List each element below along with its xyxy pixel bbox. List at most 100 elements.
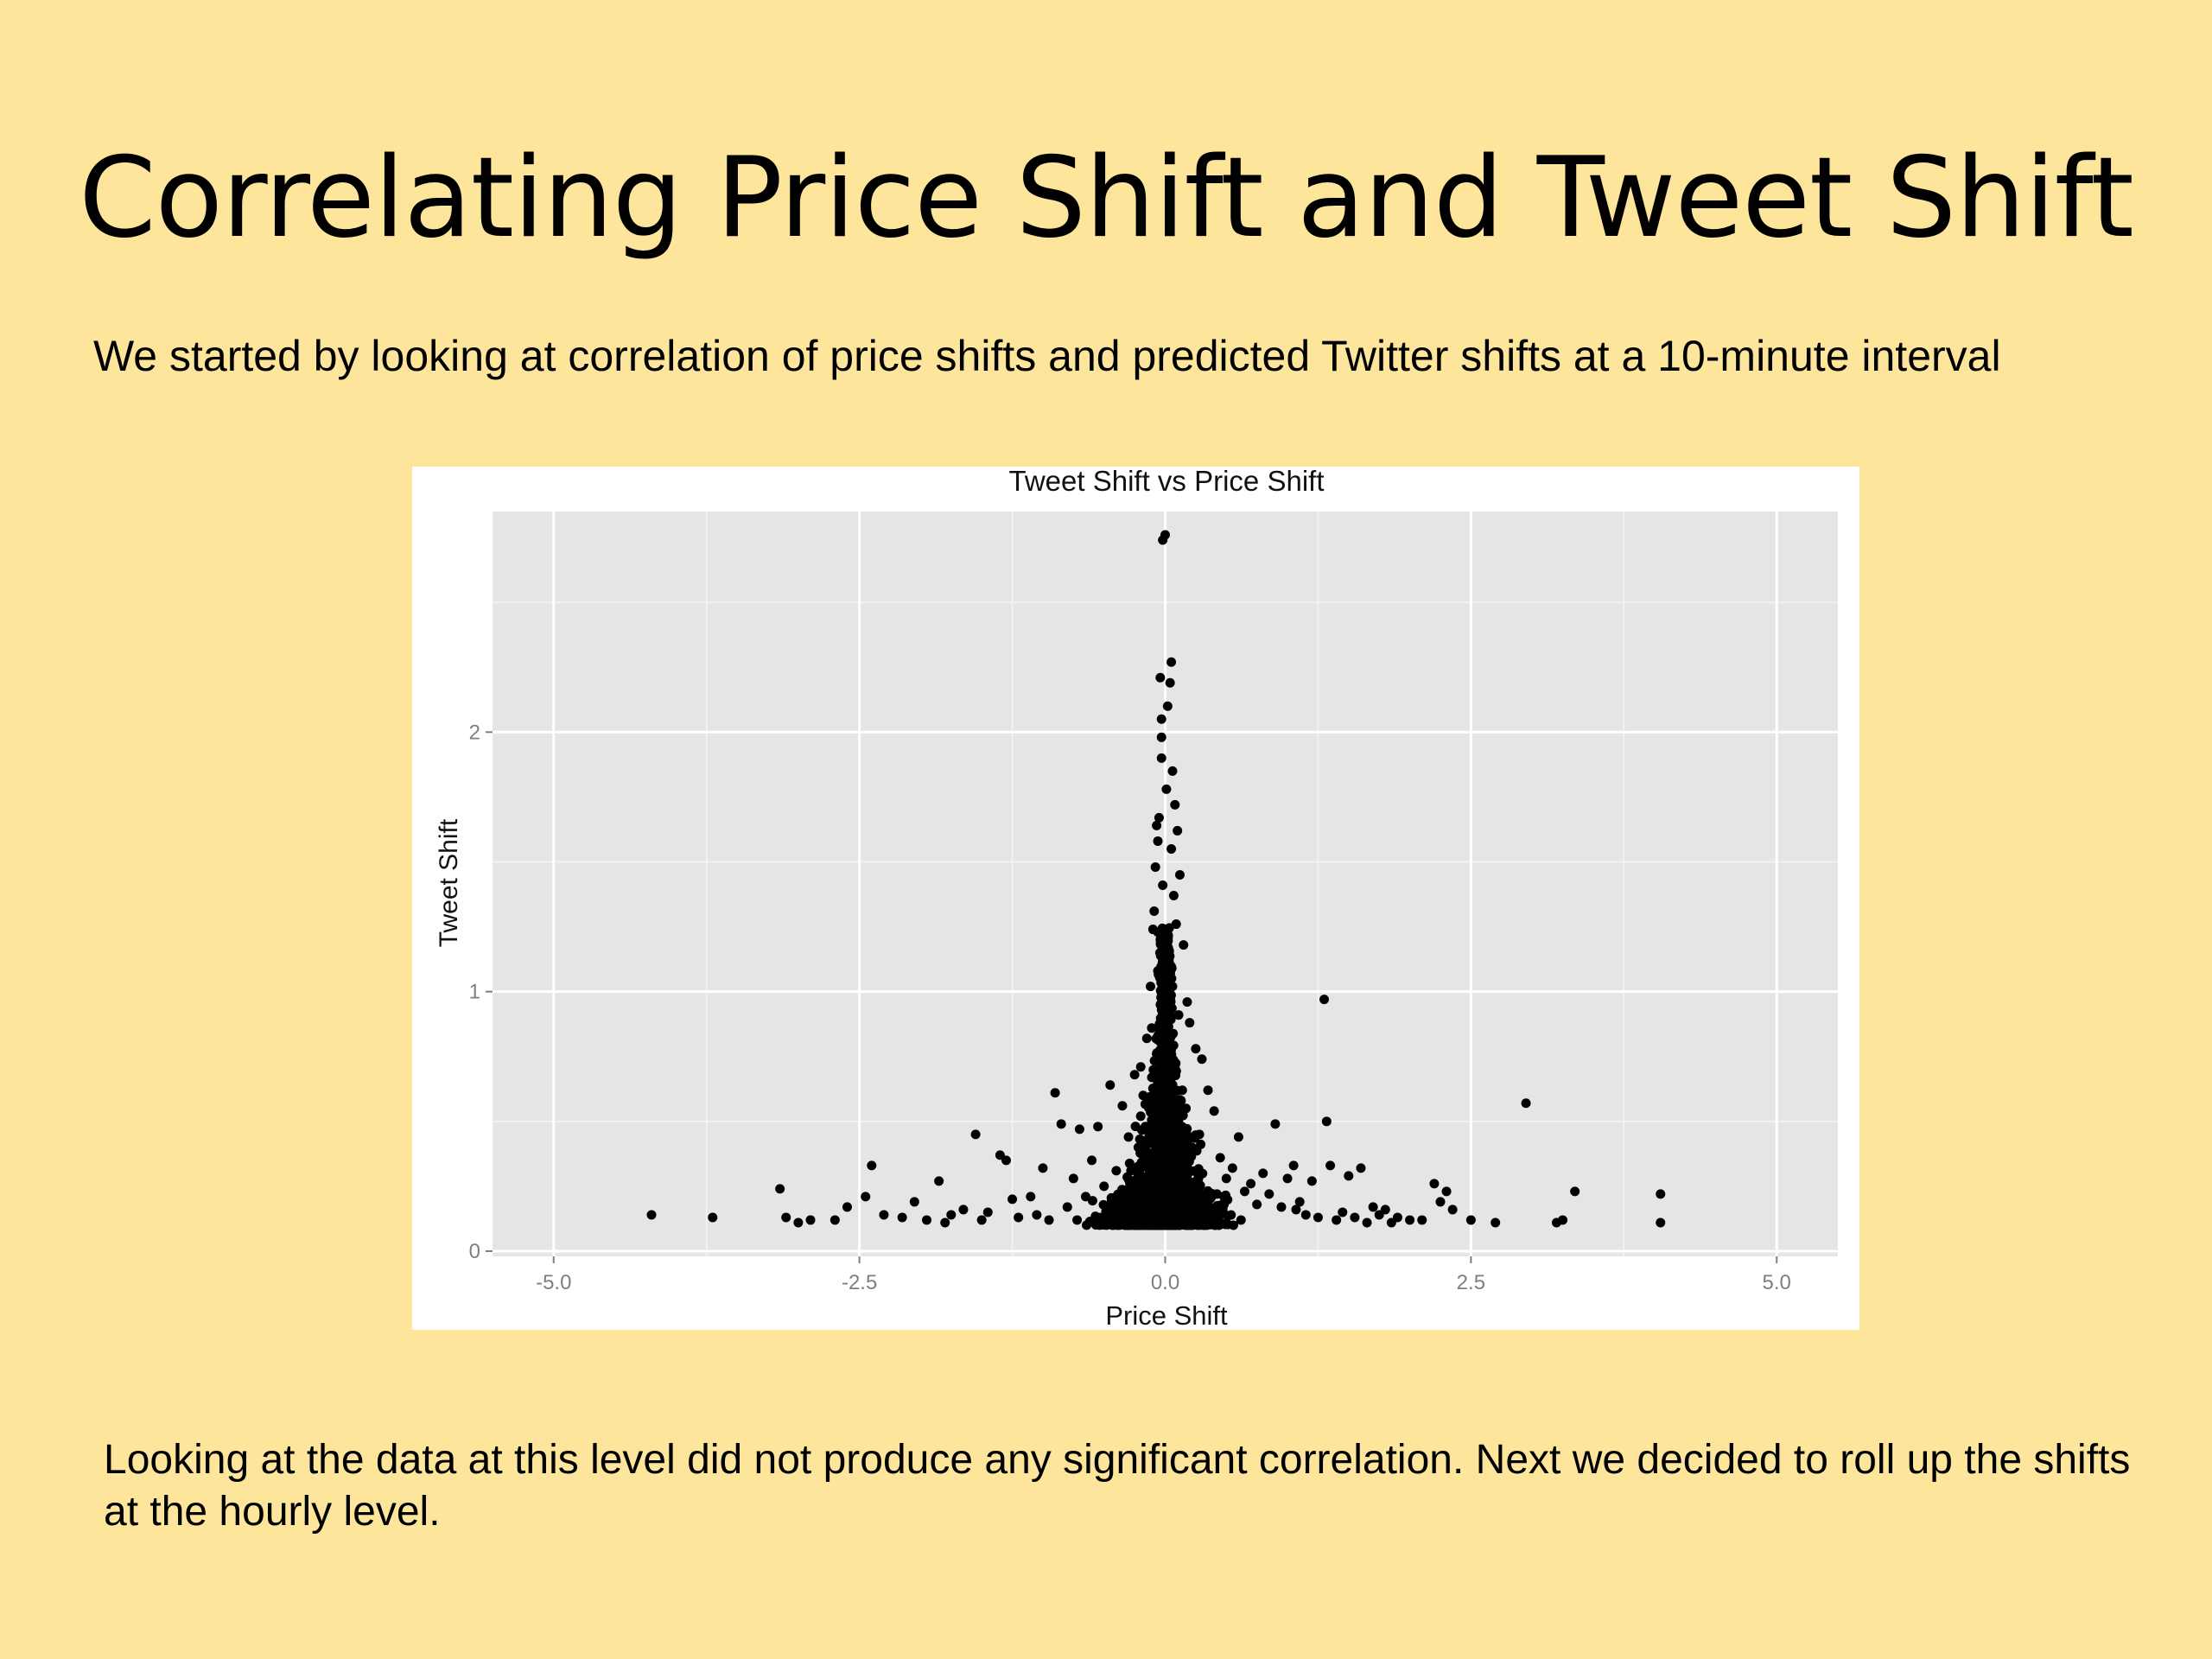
axis-ticks: -5.0 -2.5 0.0 2.5 5.0 0 1 2 — [469, 721, 1791, 1294]
scatter-point — [1521, 1098, 1531, 1109]
scatter-point — [1193, 1164, 1204, 1174]
scatter-point — [1038, 1163, 1048, 1173]
scatter-point — [1447, 1205, 1458, 1215]
scatter-point — [1129, 1179, 1140, 1189]
scatter-point — [1368, 1202, 1378, 1212]
scatter-point — [1160, 1135, 1171, 1145]
scatter-point — [1193, 1173, 1204, 1184]
scatter-point — [1270, 1119, 1281, 1129]
scatter-point — [1350, 1212, 1360, 1223]
scatter-point — [1138, 1203, 1148, 1213]
scatter-point — [1362, 1217, 1372, 1228]
scatter-point — [1123, 1132, 1134, 1142]
scatter-point — [1429, 1179, 1440, 1189]
scatter-point — [1149, 1123, 1160, 1134]
scatter-point — [1163, 990, 1173, 1001]
scatter-point — [1161, 784, 1172, 794]
scatter-point — [1205, 1193, 1216, 1204]
scatter-point — [976, 1215, 987, 1225]
scatter-point — [1306, 1176, 1317, 1186]
scatter-point — [1116, 1203, 1126, 1213]
scatter-point — [1179, 940, 1189, 950]
scatter-point — [1173, 1010, 1184, 1020]
x-tick-label: -2.5 — [842, 1271, 877, 1294]
scatter-point — [940, 1217, 950, 1228]
scatter-point — [1014, 1212, 1024, 1223]
scatter-point — [1181, 1217, 1192, 1228]
scatter-point — [781, 1212, 791, 1223]
y-tick-label: 0 — [469, 1240, 480, 1263]
scatter-point — [1117, 1101, 1128, 1111]
scatter-point — [1128, 1197, 1138, 1207]
scatter-point — [1133, 1161, 1143, 1172]
scatter-point — [1147, 1072, 1157, 1083]
scatter-point — [1166, 657, 1177, 667]
scatter-point — [1146, 1107, 1156, 1117]
scatter-point — [1044, 1215, 1054, 1225]
scatter-point — [1050, 1088, 1060, 1098]
scatter-point — [830, 1215, 840, 1225]
scatter-point — [1157, 1179, 1167, 1189]
scatter-point — [1465, 1215, 1476, 1225]
scatter-point — [1149, 1150, 1160, 1160]
scatter-point — [1161, 1167, 1172, 1178]
scatter-point — [1435, 1197, 1446, 1207]
scatter-point — [1056, 1119, 1066, 1129]
scatter-point — [1321, 1116, 1332, 1127]
scatter-point — [1160, 530, 1170, 540]
scatter-point — [1032, 1210, 1042, 1220]
scatter-point — [1135, 1111, 1146, 1122]
scatter-point — [1226, 1210, 1236, 1220]
y-tick-label: 1 — [469, 981, 480, 1004]
scatter-point — [1124, 1158, 1135, 1168]
scatter-point — [1215, 1153, 1225, 1163]
scatter-point — [1199, 1202, 1210, 1212]
scatter-point — [1062, 1202, 1072, 1212]
scatter-point — [1209, 1106, 1219, 1116]
scatter-point — [1558, 1215, 1568, 1225]
scatter-point — [1236, 1215, 1246, 1225]
scatter-point — [1165, 1089, 1175, 1099]
scatter-point — [921, 1215, 931, 1225]
x-axis-label: Price Shift — [1105, 1300, 1228, 1330]
scatter-point — [1141, 1033, 1152, 1044]
scatter-point — [1147, 1115, 1157, 1125]
scatter-point — [1135, 1062, 1146, 1072]
scatter-point — [1246, 1179, 1256, 1189]
scatter-point — [1141, 1150, 1152, 1160]
scatter-point — [1294, 1197, 1305, 1207]
scatter-point — [1155, 672, 1166, 683]
scatter-point — [1185, 1018, 1195, 1028]
scatter-point — [1160, 1030, 1171, 1040]
scatter-point — [1157, 1001, 1167, 1012]
scatter-point — [1203, 1085, 1213, 1096]
scatter-point — [1111, 1166, 1122, 1176]
scatter-point — [909, 1197, 919, 1207]
scatter-point — [1162, 701, 1173, 711]
x-tick-label: 0.0 — [1151, 1271, 1179, 1294]
scatter-point — [1182, 997, 1192, 1007]
scatter-point — [1170, 799, 1180, 810]
data-points — [646, 530, 1666, 1230]
scatter-point — [1338, 1207, 1348, 1217]
scatter-point — [867, 1160, 877, 1171]
scatter-point — [842, 1202, 852, 1212]
scatter-point — [1156, 714, 1166, 724]
scatter-point — [1142, 1216, 1153, 1226]
scatter-point — [1185, 1210, 1195, 1220]
scatter-point — [1223, 1194, 1233, 1205]
scatter-point — [1147, 1196, 1158, 1206]
scatter-point — [1105, 1080, 1116, 1090]
scatter-point — [1405, 1215, 1415, 1225]
scatter-point — [958, 1205, 969, 1215]
scatter-point — [1221, 1173, 1231, 1184]
scatter-point — [1174, 1156, 1185, 1166]
scatter-point — [1141, 1172, 1151, 1182]
scatter-point — [1240, 1186, 1250, 1197]
scatter-point — [1325, 1160, 1336, 1171]
scatter-point — [1093, 1122, 1103, 1132]
scatter-point — [1155, 938, 1166, 949]
scatter-point — [1174, 1193, 1185, 1204]
scatter-point — [970, 1129, 981, 1140]
scatter-point — [1332, 1215, 1342, 1225]
